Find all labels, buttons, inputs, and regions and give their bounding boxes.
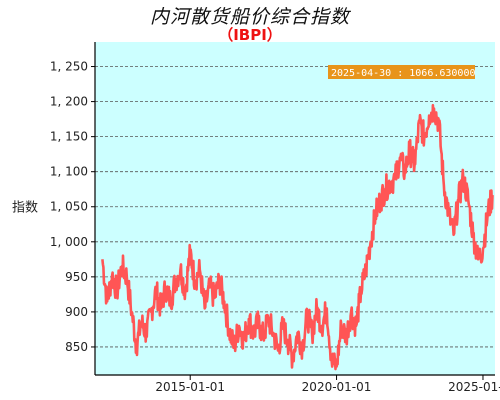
- tooltip-background: [328, 65, 475, 79]
- y-tick-label: 950: [65, 270, 88, 284]
- y-tick-label: 1, 150: [50, 130, 88, 144]
- y-tick-label: 900: [65, 305, 88, 319]
- x-tick-label: 2025-01-01: [448, 380, 500, 394]
- y-tick-label: 1, 100: [50, 165, 88, 179]
- value-tooltip: 2025-04-30 : 1066.630000: [328, 65, 476, 79]
- y-tick-label: 1, 050: [50, 200, 88, 214]
- series-line[interactable]: [101, 103, 494, 371]
- x-tick-label: 2015-01-01: [155, 380, 225, 394]
- y-axis-ticks: 850 900 950 1, 000 1, 050 1, 100 1, 150 1, 200 1…: [50, 60, 95, 354]
- y-tick-label: 1, 000: [50, 235, 88, 249]
- chart-title: 内河散货船价综合指数: [149, 6, 350, 28]
- x-axis-ticks: 2015-01-01 2020-01-01 2025-01-01: [155, 375, 500, 394]
- chart-subtitle: （IBPI）: [218, 26, 282, 44]
- tooltip-text: 2025-04-30 : 1066.630000: [331, 68, 476, 79]
- y-tick-label: 850: [65, 340, 88, 354]
- y-axis-label: 指数: [12, 201, 38, 216]
- y-tick-label: 1, 200: [50, 95, 88, 109]
- plot-area: [95, 42, 495, 375]
- y-tick-label: 1, 250: [50, 60, 88, 74]
- x-tick-label: 2020-01-01: [302, 380, 372, 394]
